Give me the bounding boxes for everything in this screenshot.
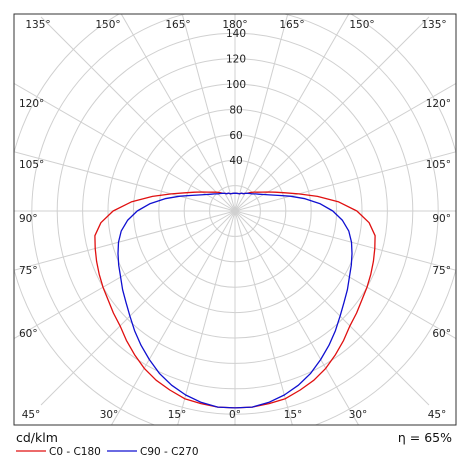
angle-label-top-4: 165° [279, 19, 304, 31]
grid-spoke-135-left [40, 16, 236, 212]
angle-label-bottom-1: 30° [100, 409, 119, 421]
angle-label-left-1: 105° [19, 159, 44, 171]
angle-label-right-0: 120° [426, 98, 451, 110]
legend-label-c0-c180: C0 - C180 [49, 446, 101, 458]
angle-label-right-3: 75° [432, 265, 451, 277]
grid-spoke-30-right [234, 210, 360, 425]
angle-label-left-4: 60° [19, 328, 38, 340]
angle-label-left-3: 75° [19, 265, 38, 277]
plot-frame [13, 13, 457, 426]
grid-spoke-60-left [14, 210, 236, 340]
angle-label-top-2: 165° [165, 19, 190, 31]
angle-label-bottom-0: 45° [22, 409, 41, 421]
grid-spoke-120-right [234, 82, 456, 212]
angle-label-top-6: 135° [421, 19, 446, 31]
angle-label-right-4: 60° [432, 328, 451, 340]
axis-labels: 40 60 80 100 120 140 135° 150° 165° 180° 165° 150° 1… [19, 19, 451, 421]
angle-label-bottom-5: 30° [349, 409, 368, 421]
series-curve-1 [117, 192, 353, 409]
radial-tick-label-100: 100 [226, 79, 246, 91]
grid-spoke-30-left [110, 210, 236, 425]
unit-label: cd/klm [16, 430, 58, 445]
grid-spoke-120-left [14, 82, 236, 212]
radial-tick-label-140: 140 [226, 28, 246, 40]
grid-spoke-45-right [234, 210, 430, 406]
angle-label-right-2: 90° [432, 213, 451, 225]
angle-label-left-2: 90° [19, 213, 38, 225]
angle-label-bottom-2: 15° [168, 409, 187, 421]
grid-spoke-45-left [40, 210, 236, 406]
efficiency-label: η = 65% [398, 430, 452, 445]
angle-label-bottom-6: 45° [428, 409, 447, 421]
angle-label-top-1: 150° [95, 19, 120, 31]
radial-tick-label-80: 80 [229, 104, 242, 116]
grid-spoke-15-right [234, 210, 293, 425]
angle-label-top-5: 150° [349, 19, 374, 31]
angle-label-top-0: 135° [25, 19, 50, 31]
angle-label-right-1: 105° [426, 159, 451, 171]
angle-label-bottom-3: 0° [229, 409, 241, 421]
grid-spoke-150-left [120, 14, 236, 212]
grid-spoke-135-right [234, 16, 430, 212]
radial-tick-label-120: 120 [226, 54, 246, 66]
radial-tick-label-40: 40 [229, 155, 242, 167]
angle-label-bottom-4: 15° [284, 409, 303, 421]
angle-label-left-0: 120° [19, 98, 44, 110]
grid-spoke-165-left [181, 14, 236, 212]
angle-label-top-3: 180° [222, 19, 247, 31]
grid-spoke-60-right [234, 210, 456, 340]
legend-label-c90-c270: C90 - C270 [140, 446, 199, 458]
radial-tick-label-60: 60 [229, 130, 242, 142]
grid-spoke-15-left [177, 210, 236, 425]
legend: C0 - C180 C90 - C270 [16, 446, 199, 458]
grid-spoke-165-right [234, 14, 289, 212]
grid-spoke-150-right [234, 14, 350, 212]
series-layer [94, 191, 376, 409]
